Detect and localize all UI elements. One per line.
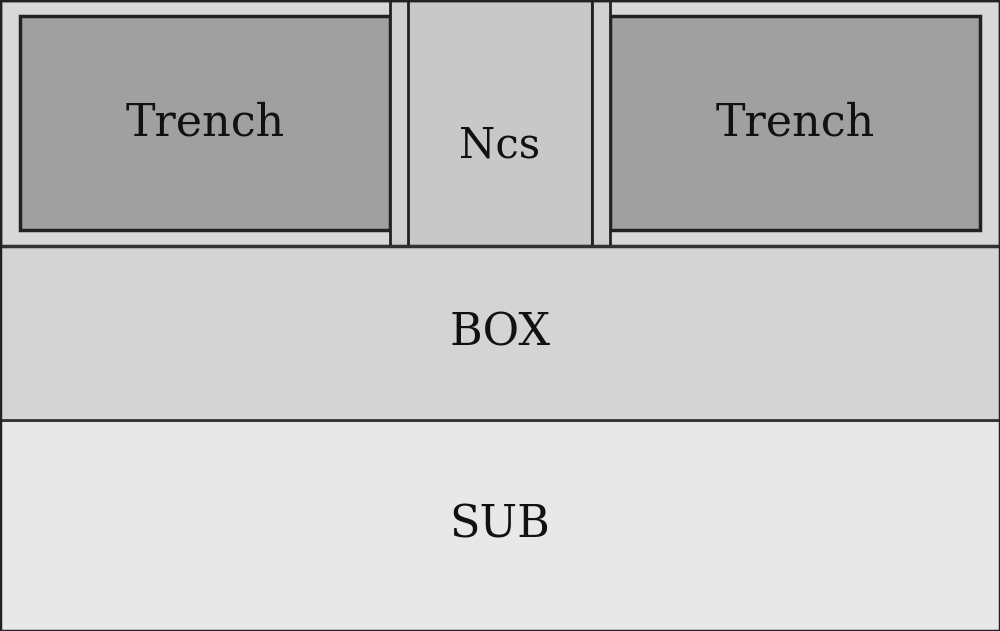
Text: SUB: SUB [450, 504, 550, 546]
Bar [0, 0, 1000, 246]
Bar [0, 246, 1000, 420]
Bar [0, 0, 1000, 246]
Text: Ncs: Ncs [459, 124, 541, 166]
Text: Trench: Trench [715, 102, 875, 144]
Text: Trench: Trench [125, 102, 285, 144]
Bar [408, 0, 592, 246]
Bar [390, 0, 408, 246]
Bar [20, 16, 390, 230]
Bar [0, 420, 1000, 631]
Bar [592, 0, 610, 246]
Bar [610, 16, 980, 230]
Text: BOX: BOX [449, 311, 551, 355]
